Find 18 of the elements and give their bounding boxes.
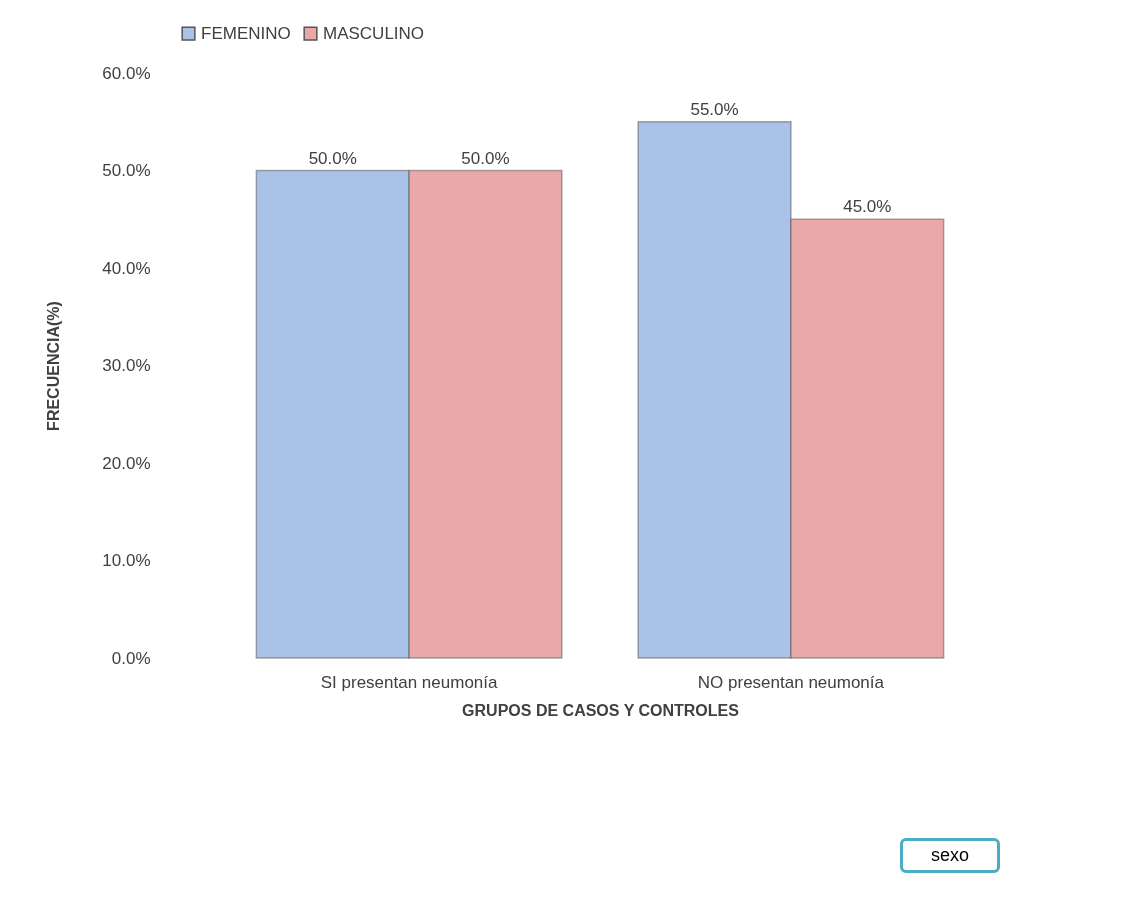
y-tick-label: 0.0%	[111, 648, 151, 668]
text: sexo	[900, 838, 1001, 873]
legend-label: FEMENINO	[201, 23, 291, 43]
y-tick-label: 20.0%	[102, 453, 151, 473]
data-label: 55.0%	[690, 99, 739, 119]
data-label: 50.0%	[461, 148, 510, 168]
data-label: 45.0%	[843, 197, 892, 217]
y-tick-label: 40.0%	[102, 258, 151, 278]
legend-label: MASCULINO	[323, 23, 425, 43]
x-axis-title: GRUPOS DE CASOS Y CONTROLES	[462, 701, 740, 719]
x-tick-label: NO presentan neumonía	[697, 672, 885, 692]
y-tick-label: 60.0%	[102, 63, 151, 83]
y-tick-label: 50.0%	[102, 161, 151, 180]
data-label: 50.0%	[308, 148, 357, 168]
x-tick-label: SI presentan neumonía	[320, 672, 498, 692]
y-tick-label: 10.0%	[102, 551, 151, 570]
y-axis-title: FRECUENCIA(%)	[45, 301, 63, 431]
y-tick-label: 30.0%	[102, 356, 151, 375]
